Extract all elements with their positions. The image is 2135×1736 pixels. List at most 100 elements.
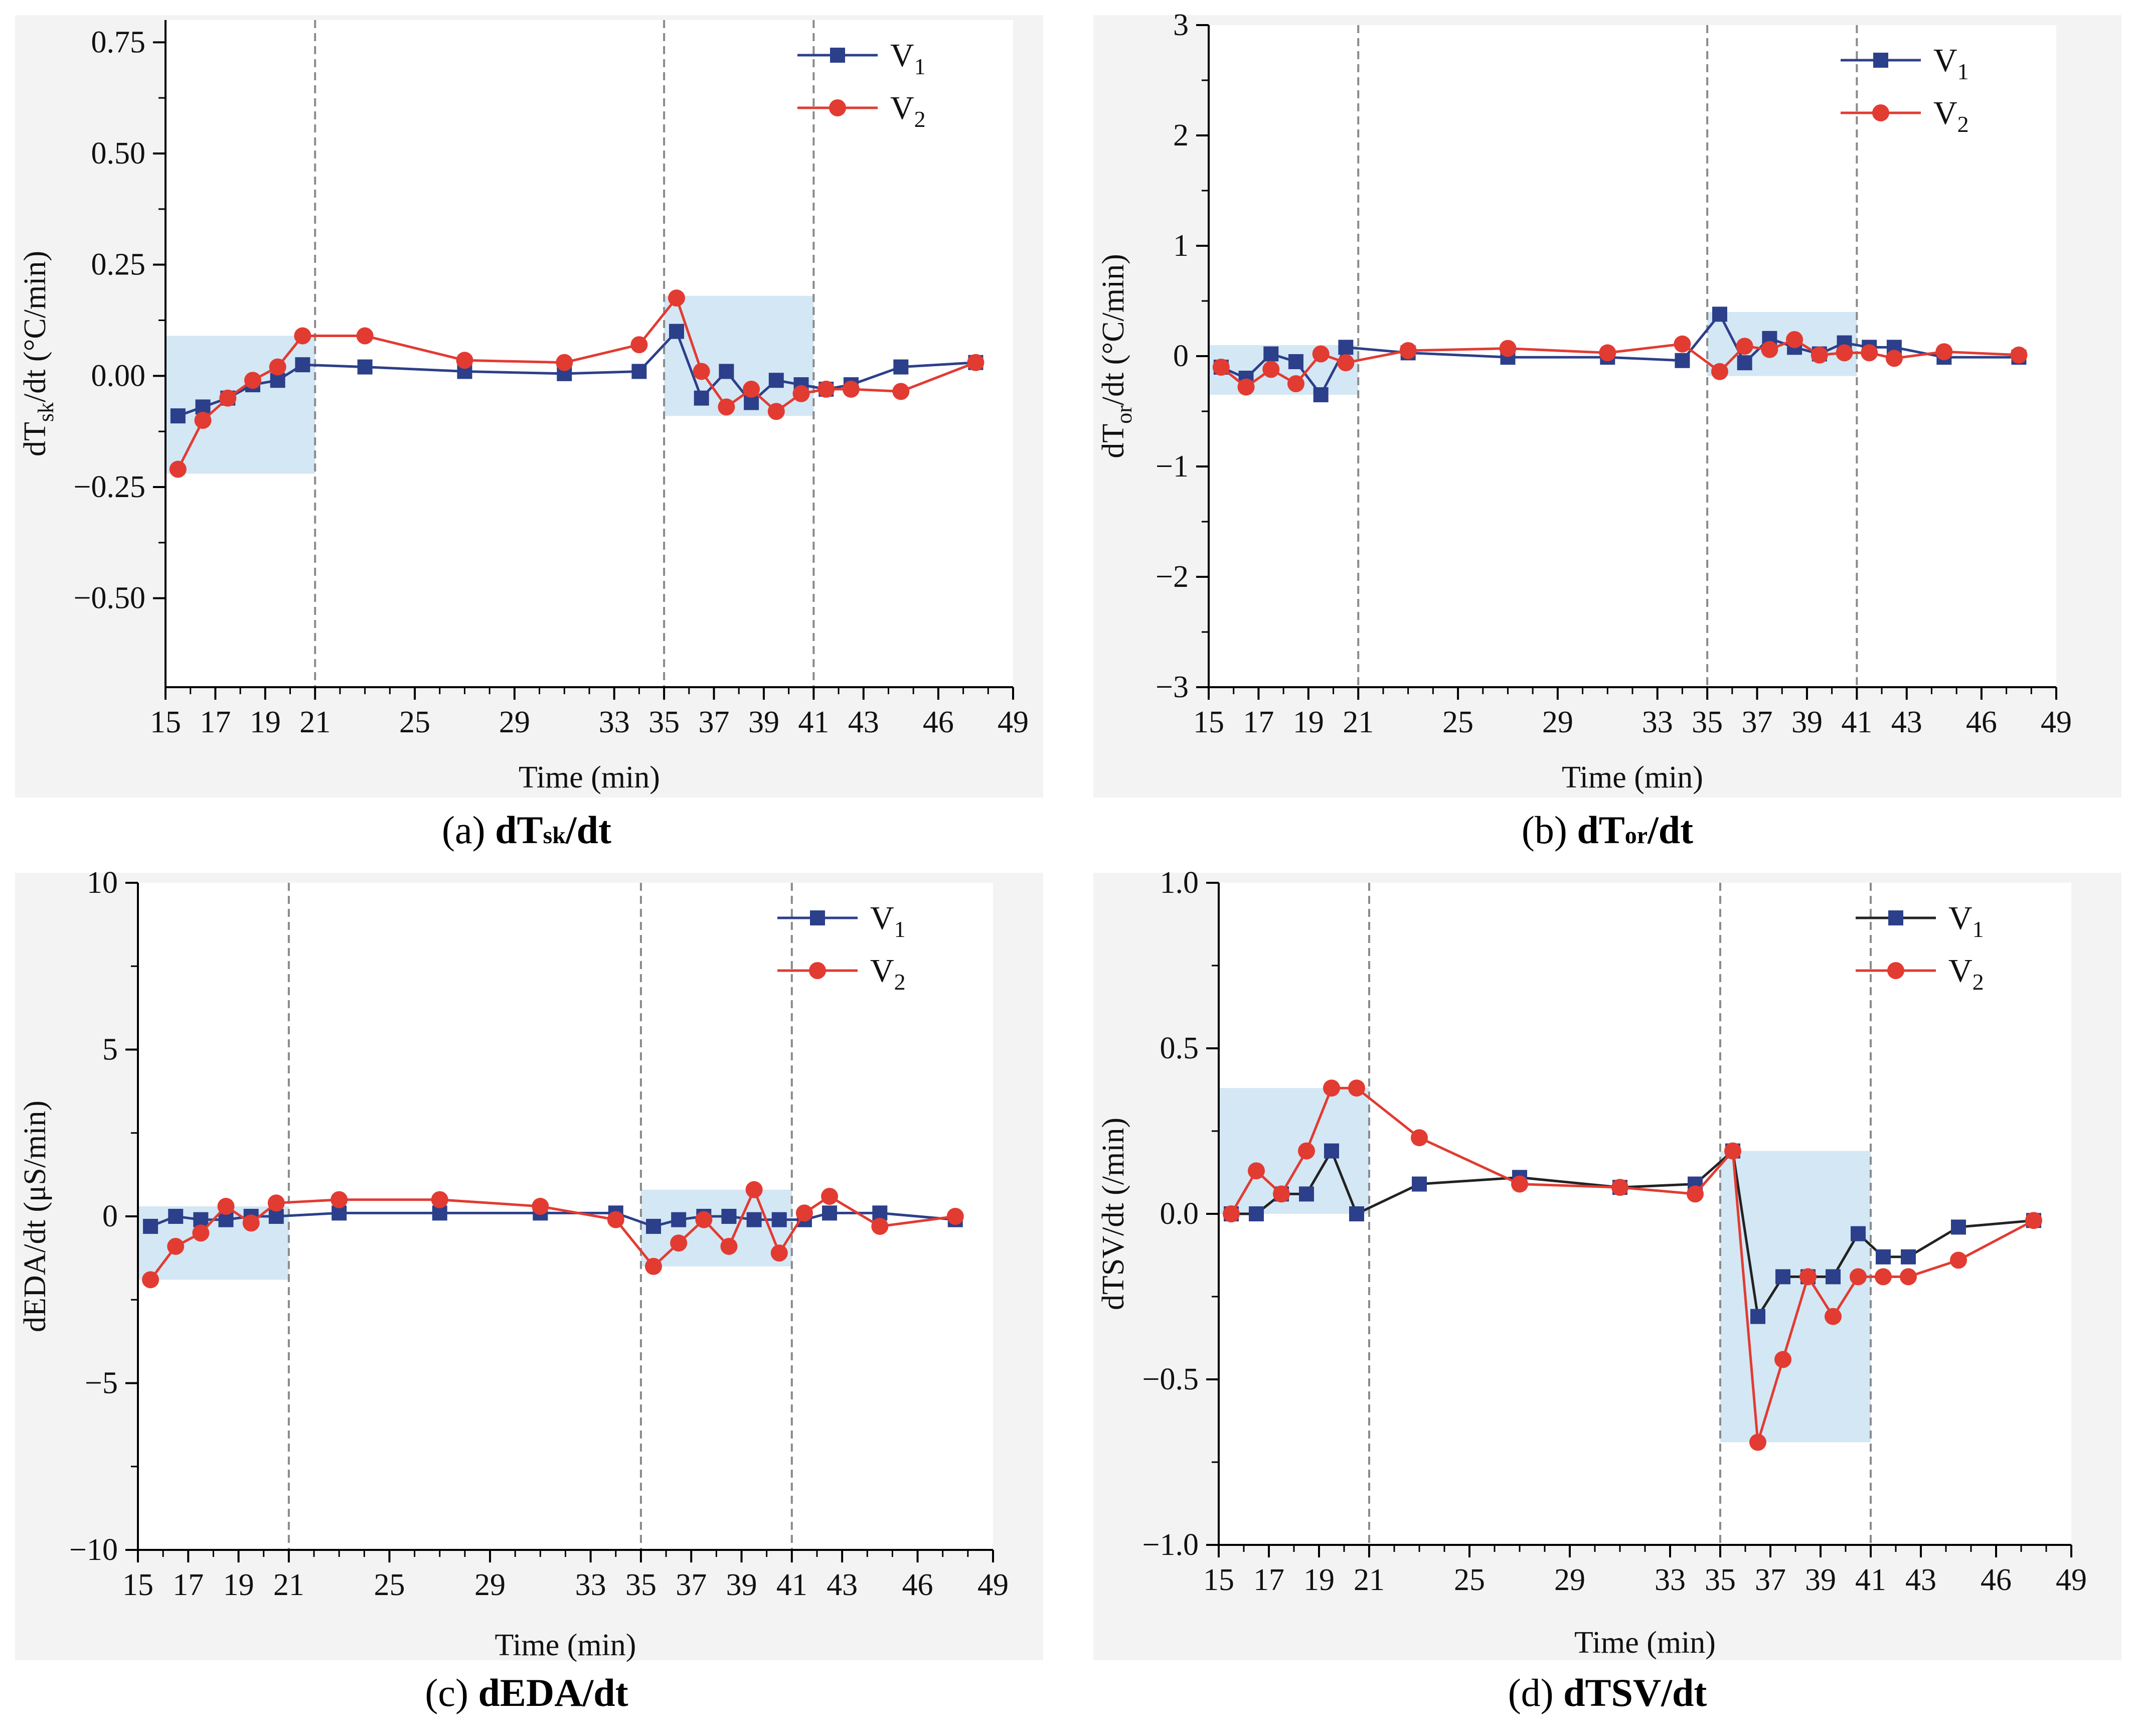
- x-tick-label: 43: [1891, 705, 1922, 739]
- x-tick-label: 39: [726, 1568, 757, 1602]
- data-point-v2: [645, 1257, 663, 1275]
- data-point-v2: [743, 380, 760, 398]
- caption-b-name: dT: [1577, 808, 1625, 852]
- data-point-v2: [1298, 1142, 1315, 1160]
- data-point-v1: [746, 1212, 762, 1227]
- y-axis-label-main: dTSV/dt (/min): [1096, 1118, 1130, 1310]
- x-tick-label: 41: [776, 1568, 807, 1602]
- legend-label-main: V: [870, 900, 894, 936]
- legend-label: V2: [890, 90, 926, 132]
- data-point-v2: [267, 1194, 285, 1212]
- x-tick-label: 49: [998, 705, 1029, 739]
- caption-c: (c) dEDA/dt: [0, 1670, 1053, 1715]
- data-point-v1: [357, 359, 373, 375]
- y-tick-label: 0.5: [1160, 1031, 1199, 1065]
- data-point-v2: [219, 389, 237, 407]
- data-point-v2: [1262, 361, 1280, 378]
- y-tick-label: 1: [1173, 229, 1189, 263]
- data-point-v2: [2010, 346, 2028, 364]
- y-axis-label-sub: sk: [34, 402, 58, 422]
- legend-label-main: V: [890, 90, 914, 126]
- data-point-v2: [167, 1237, 185, 1255]
- y-axis-label: dTsk/dt (°C/min): [18, 251, 58, 456]
- legend-label-sub: 1: [1973, 916, 1984, 942]
- legend-label-main: V: [1933, 95, 1957, 131]
- data-point-v2: [718, 398, 735, 416]
- y-axis-label-tail: /dt (°C/min): [18, 251, 52, 402]
- legend-label-main: V: [890, 37, 914, 74]
- legend-label-main: V: [1933, 42, 1957, 79]
- data-point-v2: [630, 336, 648, 354]
- legend-marker-v1: [1873, 53, 1888, 68]
- x-tick-label: 33: [1655, 1563, 1686, 1597]
- shaded-region: [166, 336, 315, 474]
- data-point-v1: [295, 357, 310, 373]
- data-point-v1: [1313, 387, 1329, 402]
- x-tick-label: 43: [848, 705, 879, 739]
- legend-label-sub: 1: [1957, 59, 1969, 84]
- data-point-v1: [694, 390, 709, 406]
- data-point-v1: [143, 1218, 158, 1234]
- data-point-v2: [720, 1237, 738, 1255]
- data-point-v2: [1774, 1351, 1791, 1368]
- x-tick-label: 49: [2041, 705, 2072, 739]
- caption-b: (b) dTor/dt: [1081, 808, 2134, 853]
- legend-marker-v2: [1872, 104, 1889, 121]
- x-tick-label: 39: [1791, 705, 1823, 739]
- data-point-v2: [1749, 1434, 1766, 1451]
- data-point-v2: [1248, 1162, 1265, 1180]
- x-tick-label: 37: [1742, 705, 1773, 739]
- chart-d-svg: 15 17 19 21 25 29 33 35 37 39 41 43 46 49−1.0−0.50.00…: [1096, 866, 2087, 1660]
- x-tick-label: 17: [173, 1568, 204, 1602]
- y-axis-label: dTSV/dt (/min): [1096, 1118, 1130, 1310]
- data-point-v2: [745, 1181, 763, 1198]
- x-tick-label: 49: [2056, 1563, 2087, 1597]
- y-tick-label: 0.0: [1160, 1197, 1199, 1231]
- x-tick-label: 15: [1193, 705, 1224, 739]
- data-point-v1: [893, 359, 909, 375]
- data-point-v2: [431, 1191, 448, 1208]
- y-axis-label-tail: /dt (°C/min): [1096, 254, 1130, 405]
- y-axis-label-sub: or: [1112, 405, 1136, 424]
- caption-a-letter: (a): [442, 808, 485, 852]
- data-point-v1: [719, 364, 734, 379]
- x-tick-label: 41: [798, 705, 829, 739]
- legend-label-sub: 1: [914, 54, 926, 79]
- data-point-v2: [607, 1211, 624, 1228]
- data-point-v2: [1885, 350, 1903, 367]
- legend-label-sub: 2: [1957, 111, 1969, 137]
- data-point-v2: [1850, 1268, 1867, 1286]
- data-point-v2: [1950, 1251, 1967, 1269]
- caption-b-sub: or: [1624, 822, 1648, 849]
- data-point-v2: [142, 1271, 159, 1289]
- x-tick-label: 21: [1354, 1563, 1385, 1597]
- x-tick-label: 29: [1542, 705, 1573, 739]
- y-tick-label: 0.00: [91, 359, 146, 393]
- caption-d-name: dTSV/dt: [1563, 1671, 1707, 1714]
- y-axis-label-main: dT: [18, 422, 52, 456]
- x-tick-label: 19: [1303, 1563, 1335, 1597]
- y-tick-label: −0.25: [74, 470, 145, 504]
- data-point-v1: [631, 364, 647, 379]
- data-point-v1: [1851, 1226, 1866, 1241]
- data-point-v2: [1761, 341, 1778, 358]
- chart-panel-c: 15 17 19 21 25 29 33 35 37 39 41 43 46 49 −10 −5 0 5 10 Tim…: [15, 866, 1043, 1662]
- data-point-v2: [1674, 335, 1691, 353]
- x-tick-label: 25: [374, 1568, 405, 1602]
- data-point-v1: [1876, 1249, 1891, 1265]
- data-point-v2: [169, 460, 187, 478]
- x-tick-label: 41: [1841, 705, 1872, 739]
- legend-marker-v2: [1887, 962, 1904, 979]
- y-tick-label: −1: [1156, 449, 1189, 484]
- legend-label: V1: [1933, 42, 1969, 84]
- data-point-v2: [244, 372, 261, 389]
- data-point-v1: [1299, 1186, 1314, 1202]
- x-tick-label: 25: [1454, 1563, 1485, 1597]
- chart-panel-d: 15 17 19 21 25 29 33 35 37 39 41 43 46 49 −1.0 −0.5 0.0 0…: [1093, 866, 2121, 1660]
- x-axis-label: Time (min): [1574, 1626, 1716, 1660]
- data-point-v2: [1399, 342, 1417, 359]
- x-tick-label: 49: [977, 1568, 1009, 1602]
- data-point-v2: [1711, 363, 1728, 380]
- legend-label: V2: [1948, 953, 1984, 995]
- data-point-v2: [1799, 1268, 1817, 1286]
